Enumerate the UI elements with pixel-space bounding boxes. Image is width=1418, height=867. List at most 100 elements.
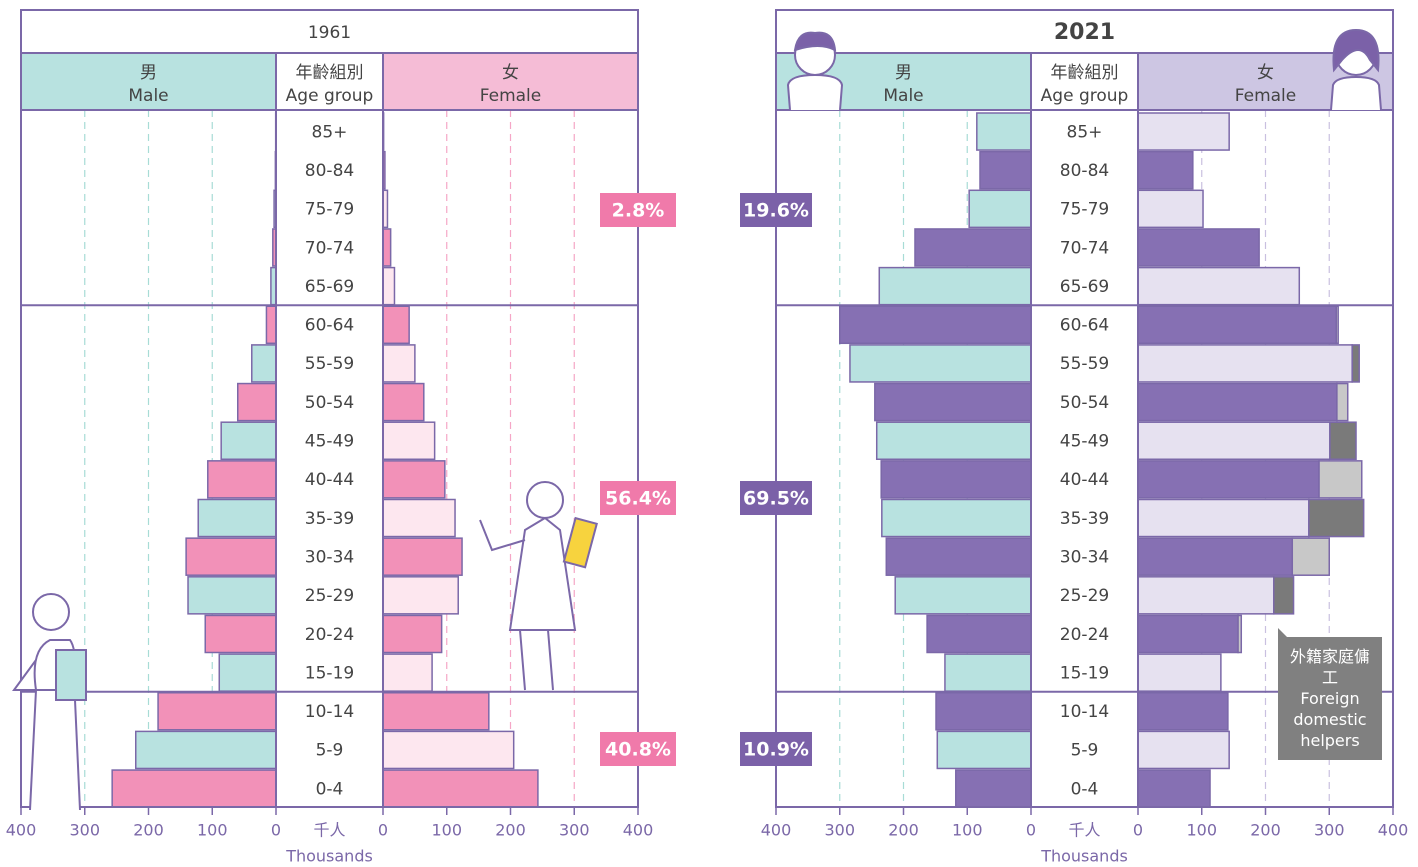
bar <box>383 538 462 575</box>
x-tick-label: 200 <box>1250 821 1281 840</box>
bar <box>956 770 1031 807</box>
bar <box>1274 577 1294 614</box>
bar <box>238 384 276 421</box>
bar <box>1138 229 1259 266</box>
bar <box>1138 384 1337 421</box>
bar <box>1138 731 1229 768</box>
category-label: 80-84 <box>305 161 354 181</box>
male-header: Male <box>883 86 923 106</box>
category-label: 50-54 <box>1060 393 1109 413</box>
bar <box>221 422 276 459</box>
bar <box>1336 306 1338 343</box>
bar <box>1138 538 1292 575</box>
x-tick-label: 0 <box>378 821 388 840</box>
category-label: 10-14 <box>305 702 354 722</box>
bar <box>1138 306 1336 343</box>
x-tick-label: 100 <box>1186 821 1217 840</box>
figure <box>33 594 69 630</box>
x-tick-label: 200 <box>495 821 526 840</box>
category-label: 80-84 <box>1060 161 1109 181</box>
category-label: 70-74 <box>1060 238 1109 258</box>
x-tick-label: 0 <box>1026 821 1036 840</box>
bar <box>383 229 391 266</box>
bar <box>1138 190 1203 227</box>
bar <box>895 577 1031 614</box>
bar <box>1138 693 1228 730</box>
bar <box>1309 500 1364 537</box>
category-label: 45-49 <box>305 432 354 452</box>
category-label: 35-39 <box>305 509 354 529</box>
x-tick-label: 100 <box>431 821 462 840</box>
bar <box>188 577 276 614</box>
page: 1961男Male女Female年齡組別Age group00100100200… <box>0 0 1418 867</box>
x-tick-label: 300 <box>1314 821 1345 840</box>
bar <box>205 615 276 652</box>
category-label: 30-34 <box>1060 547 1109 567</box>
bar <box>882 500 1031 537</box>
bar <box>850 345 1031 382</box>
bar <box>383 268 394 305</box>
bar <box>266 306 276 343</box>
x-tick-label: 0 <box>271 821 281 840</box>
category-header-zh: 年齡組別 <box>296 63 364 83</box>
category-label: 20-24 <box>1060 625 1109 645</box>
figure <box>564 518 597 567</box>
bar <box>977 113 1031 150</box>
bar <box>1138 461 1319 498</box>
bar <box>881 461 1031 498</box>
bar <box>840 306 1031 343</box>
figure <box>56 650 86 700</box>
bar <box>219 654 276 691</box>
x-tick-label: 100 <box>197 821 228 840</box>
unit-zh: 千人 <box>313 821 345 840</box>
x-tick-label: 400 <box>623 821 654 840</box>
category-label: 25-29 <box>1060 586 1109 606</box>
x-tick-label: 0 <box>1133 821 1143 840</box>
category-label: 0-4 <box>1071 779 1099 799</box>
x-tick-label: 400 <box>6 821 37 840</box>
category-label: 15-19 <box>305 663 354 683</box>
x-tick-label: 200 <box>888 821 919 840</box>
x-tick-label: 200 <box>133 821 164 840</box>
chart: 1961男Male女Female年齡組別Age group00100100200… <box>0 0 1418 867</box>
bar <box>252 345 276 382</box>
category-label: 10-14 <box>1060 702 1109 722</box>
category-label: 0-4 <box>316 779 344 799</box>
share-label: 56.4% <box>605 488 671 510</box>
share-label: 19.6% <box>743 200 809 222</box>
share-label: 69.5% <box>743 488 809 510</box>
category-label: 65-69 <box>1060 277 1109 297</box>
figure <box>480 518 575 690</box>
share-label: 2.8% <box>612 200 665 222</box>
bar <box>198 500 276 537</box>
category-label: 5-9 <box>316 741 344 761</box>
bar <box>937 731 1031 768</box>
male-header: Male <box>128 86 168 106</box>
x-tick-label: 400 <box>1378 821 1409 840</box>
figure <box>527 482 563 518</box>
bar <box>112 770 276 807</box>
bar <box>383 577 458 614</box>
bar <box>927 615 1031 652</box>
female-header: Female <box>1235 86 1296 106</box>
figure <box>1331 77 1381 110</box>
bar <box>383 345 415 382</box>
bar <box>383 654 432 691</box>
category-label: 50-54 <box>305 393 354 413</box>
bar <box>383 731 514 768</box>
bar <box>1138 615 1238 652</box>
x-tick-label: 300 <box>559 821 590 840</box>
category-label: 45-49 <box>1060 432 1109 452</box>
bar <box>879 268 1031 305</box>
category-label: 55-59 <box>1060 354 1109 374</box>
category-label: 60-64 <box>1060 316 1109 336</box>
chart-title: 1961 <box>308 23 351 43</box>
bar <box>877 422 1031 459</box>
chart-title: 2021 <box>1054 20 1115 45</box>
bar <box>1352 345 1359 382</box>
bar <box>208 461 276 498</box>
category-label: 40-44 <box>305 470 354 490</box>
bar <box>1337 384 1348 421</box>
unit: Thousands <box>1040 847 1128 866</box>
category-header-zh: 年齡組別 <box>1051 63 1119 83</box>
